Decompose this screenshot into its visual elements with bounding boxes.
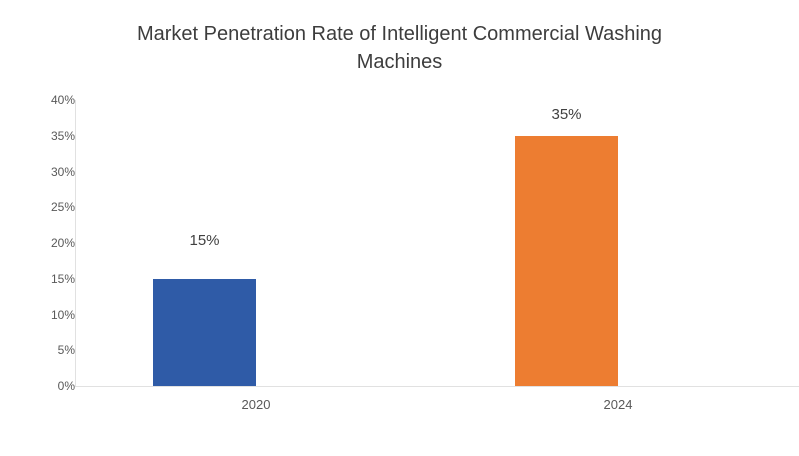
y-tick-label: 10% — [50, 307, 75, 322]
bar-2024 — [515, 135, 618, 386]
x-tick-label: 2020 — [241, 397, 271, 412]
plot-area: 0% 5% 10% 15% 20% 25% 30% 35% 40% 15% 35% — [51, 93, 799, 393]
y-tick-label: 0% — [57, 379, 75, 393]
bar-value-label: 35% — [551, 105, 582, 123]
y-tick-label: 30% — [50, 164, 75, 179]
y-tick-label: 40% — [50, 93, 75, 107]
bar-2020 — [153, 278, 256, 386]
bar-value-label: 15% — [189, 231, 220, 249]
y-tick-label: 15% — [50, 271, 75, 286]
y-tick-label: 5% — [57, 343, 75, 358]
x-tick-label: 2024 — [603, 397, 633, 412]
y-tick-label: 35% — [50, 128, 75, 143]
chart-title: Market Penetration Rate of Intelligent C… — [136, 23, 663, 73]
y-tick-label: 25% — [50, 200, 75, 215]
y-tick-label: 20% — [50, 236, 75, 250]
